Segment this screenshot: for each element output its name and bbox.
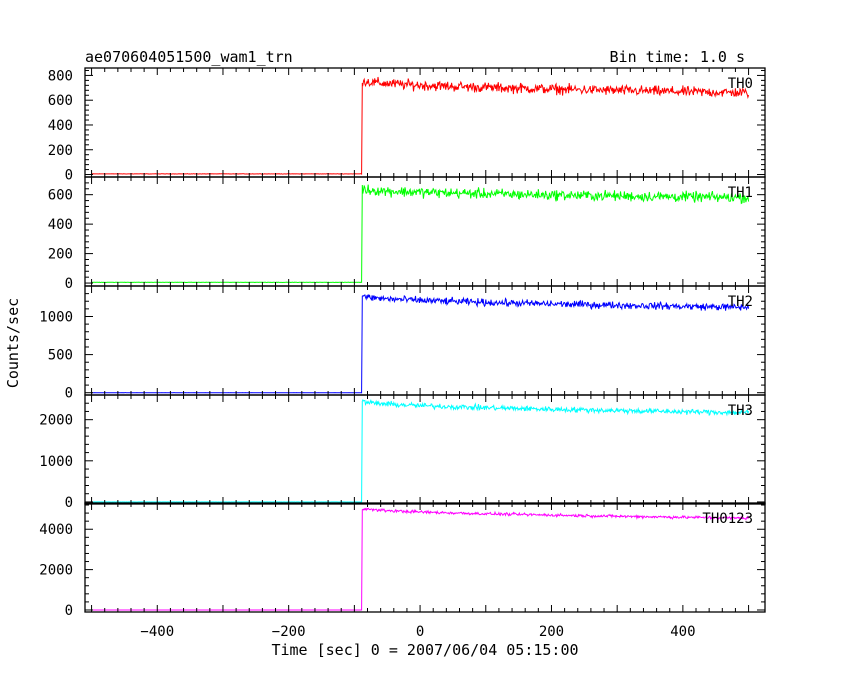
series-line-th2	[91, 294, 750, 394]
panel-th1: 0 200 400 600 TH1	[48, 176, 766, 292]
series-label-th0: TH0	[728, 76, 753, 92]
y-tick-label: 0	[65, 168, 73, 184]
y-tick-label: 1000	[39, 309, 73, 325]
x-tick-label: −400	[140, 624, 174, 640]
y-tick-label: 2000	[39, 563, 73, 579]
x-tick-label: 0	[416, 624, 424, 640]
y-tick-label: 0	[65, 495, 73, 511]
panel-th0: 0 200 400 600 800 TH0	[48, 67, 766, 184]
panel-th0123: 0 2000 4000 TH0123	[39, 502, 766, 619]
panel-th2: 0 500 1000 TH2	[39, 285, 766, 402]
y-tick-label: 200	[48, 143, 73, 159]
panels-group: 0 200 400 600 800 TH0 0 200 400 600 TH1 0 500 1000 TH2…	[39, 67, 766, 619]
series-label-th2: TH2	[728, 294, 753, 310]
y-tick-label: 600	[48, 188, 73, 204]
y-tick-label: 400	[48, 118, 73, 134]
panel-frame	[84, 394, 766, 505]
y-axis-label: Counts/sec	[4, 298, 22, 388]
bin-time-label: Bin time: 1.0 s	[610, 48, 745, 66]
series-label-th0123: TH0123	[702, 511, 753, 527]
x-tick-label: 200	[539, 624, 564, 640]
series-line-th0123	[91, 507, 750, 611]
y-tick-label: 600	[48, 93, 73, 109]
x-axis-label: Time [sec] 0 = 2007/06/04 05:15:00	[271, 641, 578, 659]
chart-title: ae070604051500_wam1_trn	[85, 48, 293, 66]
series-line-th0	[91, 76, 750, 175]
y-tick-label: 1000	[39, 454, 73, 470]
series-label-th1: TH1	[728, 185, 753, 201]
y-tick-label: 500	[48, 348, 73, 364]
y-tick-label: 200	[48, 247, 73, 263]
y-tick-label: 800	[48, 68, 73, 84]
x-tick-labels: −400 −200 0 200 400	[140, 624, 695, 640]
panel-frame	[84, 502, 766, 613]
panel-th3: 0 1000 2000 TH3	[39, 394, 766, 511]
y-tick-label: 4000	[39, 522, 73, 538]
y-tick-label: 0	[65, 276, 73, 292]
y-tick-label: 0	[65, 386, 73, 402]
panel-frame	[84, 176, 766, 287]
x-tick-label: −200	[272, 624, 306, 640]
series-label-th3: TH3	[728, 403, 753, 419]
series-line-th3	[91, 399, 750, 503]
y-tick-label: 2000	[39, 413, 73, 429]
series-line-th1	[91, 184, 750, 284]
y-tick-label: 400	[48, 217, 73, 233]
y-tick-label: 0	[65, 603, 73, 619]
x-tick-label: 400	[670, 624, 695, 640]
